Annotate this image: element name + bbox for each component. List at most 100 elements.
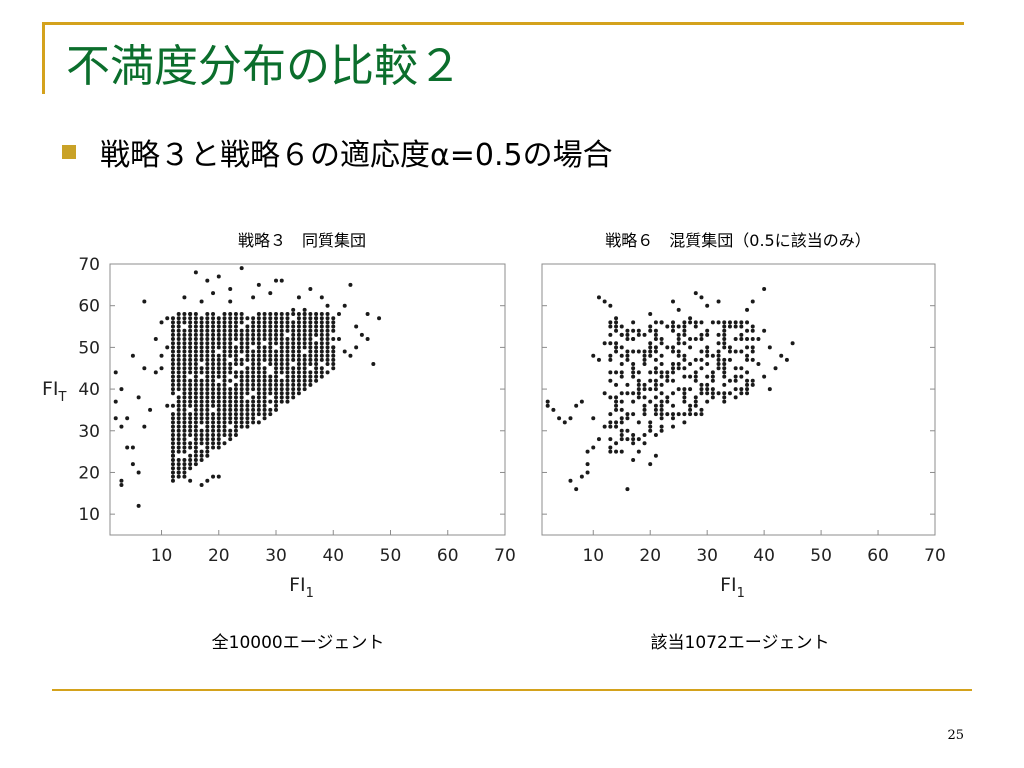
scatter-point bbox=[170, 332, 175, 337]
scatter-point bbox=[193, 362, 198, 367]
scatter-point bbox=[193, 324, 198, 329]
scatter-point bbox=[314, 328, 319, 333]
scatter-point bbox=[614, 420, 619, 425]
scatter-point bbox=[268, 337, 273, 342]
scatter-point bbox=[285, 312, 290, 317]
scatter-point bbox=[285, 316, 290, 321]
scatter-point bbox=[733, 395, 738, 400]
scatter-point bbox=[182, 395, 187, 400]
scatter-point bbox=[642, 387, 647, 392]
scatter-point bbox=[182, 332, 187, 337]
scatter-point bbox=[228, 332, 233, 337]
scatter-point bbox=[331, 366, 336, 371]
scatter-point bbox=[285, 387, 290, 392]
scatter-point bbox=[205, 424, 210, 429]
scatter-point bbox=[279, 312, 284, 317]
scatter-point bbox=[574, 403, 579, 408]
scatter-point bbox=[722, 362, 727, 367]
scatter-point bbox=[653, 320, 658, 325]
scatter-point bbox=[170, 353, 175, 358]
scatter-point bbox=[188, 362, 193, 367]
scatter-point bbox=[199, 378, 204, 383]
scatter-point bbox=[233, 312, 238, 317]
scatter-point bbox=[653, 370, 658, 375]
scatter-point bbox=[625, 391, 630, 396]
scatter-point bbox=[325, 337, 330, 342]
scatter-point bbox=[727, 357, 732, 362]
scatter-point bbox=[716, 349, 721, 354]
scatter-point bbox=[285, 391, 290, 396]
scatter-point bbox=[659, 353, 664, 358]
scatter-point bbox=[251, 295, 256, 300]
scatter-point bbox=[659, 370, 664, 375]
scatter-point bbox=[228, 391, 233, 396]
scatter-point bbox=[262, 391, 267, 396]
scatter-point bbox=[170, 370, 175, 375]
x-tick-label: 10 bbox=[151, 546, 173, 566]
scatter-point bbox=[245, 387, 250, 392]
scatter-point bbox=[308, 332, 313, 337]
scatter-point bbox=[182, 424, 187, 429]
scatter-point bbox=[211, 387, 216, 392]
scatter-point bbox=[365, 337, 370, 342]
scatter-point bbox=[211, 337, 216, 342]
scatter-point bbox=[205, 362, 210, 367]
scatter-point bbox=[205, 370, 210, 375]
scatter-point bbox=[233, 428, 238, 433]
scatter-point bbox=[251, 387, 256, 392]
scatter-point bbox=[239, 370, 244, 375]
scatter-point bbox=[256, 320, 261, 325]
scatter-point bbox=[308, 374, 313, 379]
x-tick-label: 30 bbox=[696, 546, 718, 566]
scatter-point bbox=[119, 387, 124, 392]
scatter-point bbox=[325, 362, 330, 367]
scatter-point bbox=[750, 328, 755, 333]
scatter-point bbox=[176, 312, 181, 317]
scatter-point bbox=[125, 445, 130, 450]
scatter-point bbox=[182, 445, 187, 450]
scatter-point bbox=[693, 291, 698, 296]
scatter-point bbox=[291, 391, 296, 396]
scatter-point bbox=[182, 412, 187, 417]
scatter-point bbox=[302, 366, 307, 371]
scatter-point bbox=[648, 420, 653, 425]
scatter-point bbox=[245, 345, 250, 350]
scatter-point bbox=[279, 328, 284, 333]
scatter-point bbox=[659, 428, 664, 433]
scatter-point bbox=[314, 341, 319, 346]
scatter-point bbox=[756, 362, 761, 367]
x-tick-label: 10 bbox=[582, 546, 604, 566]
scatter-point bbox=[665, 378, 670, 383]
scatter-point bbox=[199, 349, 204, 354]
scatter-point bbox=[239, 320, 244, 325]
scatter-point bbox=[262, 353, 267, 358]
scatter-point bbox=[274, 374, 279, 379]
scatter-point bbox=[256, 391, 261, 396]
scatter-point bbox=[170, 349, 175, 354]
scatter-point bbox=[176, 412, 181, 417]
scatter-point bbox=[188, 445, 193, 450]
scatter-point bbox=[745, 320, 750, 325]
scatter-point bbox=[608, 320, 613, 325]
scatter-point bbox=[245, 332, 250, 337]
scatter-point bbox=[142, 299, 147, 304]
scatter-point bbox=[359, 332, 364, 337]
scatter-point bbox=[659, 407, 664, 412]
scatter-point bbox=[722, 395, 727, 400]
x-tick-label: 30 bbox=[265, 546, 287, 566]
scatter-point bbox=[716, 353, 721, 358]
scatter-point bbox=[199, 332, 204, 337]
scatter-point bbox=[193, 320, 198, 325]
scatter-point bbox=[205, 416, 210, 421]
scatter-point bbox=[631, 349, 636, 354]
scatter-point bbox=[199, 337, 204, 342]
scatter-point bbox=[274, 349, 279, 354]
scatter-point bbox=[245, 416, 250, 421]
scatter-point bbox=[625, 487, 630, 492]
scatter-point bbox=[688, 407, 693, 412]
scatter-point bbox=[671, 328, 675, 333]
scatter-point bbox=[642, 382, 647, 387]
scatter-point bbox=[733, 349, 738, 354]
scatter-point bbox=[614, 441, 619, 446]
scatter-point bbox=[279, 345, 284, 350]
